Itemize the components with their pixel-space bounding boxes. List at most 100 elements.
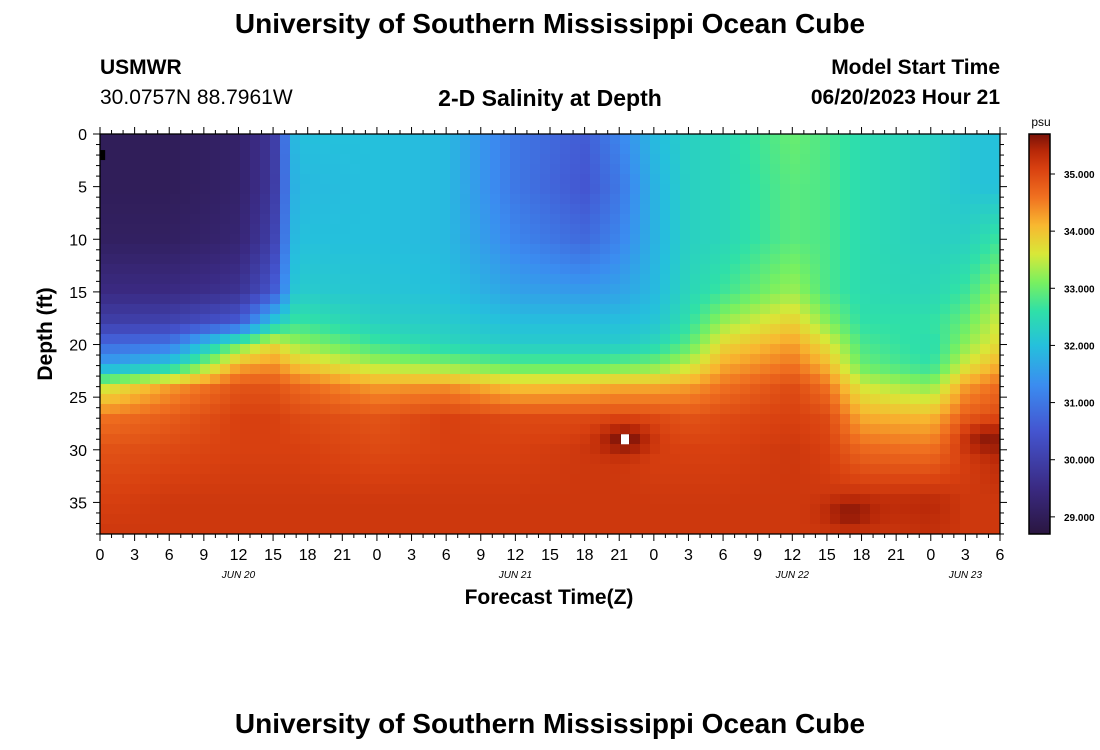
heatmap-cell — [820, 444, 831, 455]
heatmap-cell — [690, 404, 701, 415]
heatmap-cell — [780, 304, 791, 315]
heatmap-cell — [710, 384, 721, 395]
heatmap-cell — [530, 364, 541, 375]
heatmap-cell — [100, 434, 111, 445]
heatmap-cell — [790, 154, 801, 165]
heatmap-cell — [920, 314, 931, 325]
heatmap-cell — [230, 344, 241, 355]
heatmap-cell — [480, 394, 491, 405]
heatmap-cell — [890, 424, 901, 435]
heatmap-cell — [810, 304, 821, 315]
heatmap-cell — [420, 214, 431, 225]
heatmap-cell — [920, 374, 931, 385]
heatmap-cell — [720, 154, 731, 165]
heatmap-cell — [830, 174, 841, 185]
heatmap-cell — [750, 504, 761, 515]
heatmap-cell — [130, 464, 141, 475]
heatmap-cell — [360, 284, 371, 295]
heatmap-cell — [470, 194, 481, 205]
heatmap-cell — [450, 354, 461, 365]
heatmap-cell — [640, 254, 651, 265]
heatmap-cell — [700, 394, 711, 405]
heatmap-cell — [120, 164, 131, 175]
heatmap-cell — [430, 454, 441, 465]
heatmap-cell — [460, 464, 471, 475]
heatmap-cell — [720, 214, 731, 225]
heatmap-cell — [710, 424, 721, 435]
heatmap-cell — [390, 384, 401, 395]
heatmap-cell — [800, 524, 811, 534]
heatmap-cell — [780, 454, 791, 465]
heatmap-cell — [650, 514, 661, 525]
heatmap-cell — [930, 224, 941, 235]
heatmap-cell — [560, 234, 571, 245]
heatmap-cell — [250, 494, 261, 505]
heatmap-cell — [200, 154, 211, 165]
heatmap-cell — [700, 434, 711, 445]
heatmap-cell — [210, 404, 221, 415]
heatmap-cell — [800, 194, 811, 205]
heatmap-cell — [190, 224, 201, 235]
heatmap-cell — [670, 384, 681, 395]
heatmap-cell — [200, 354, 211, 365]
heatmap-cell — [550, 284, 561, 295]
heatmap-cell — [330, 364, 341, 375]
heatmap-cell — [570, 434, 581, 445]
heatmap-cell — [710, 324, 721, 335]
heatmap-cell — [620, 134, 631, 145]
heatmap-cell — [350, 274, 361, 285]
heatmap-cell — [250, 394, 261, 405]
heatmap-cell — [180, 374, 191, 385]
heatmap-cell — [180, 174, 191, 185]
heatmap-cell — [820, 174, 831, 185]
heatmap-cell — [740, 424, 751, 435]
heatmap-cell — [920, 444, 931, 455]
heatmap-cell — [590, 264, 601, 275]
heatmap-cell — [660, 284, 671, 295]
heatmap-cell — [270, 514, 281, 525]
heatmap-cell — [360, 514, 371, 525]
heatmap-cell — [390, 224, 401, 235]
heatmap-cell — [830, 194, 841, 205]
heatmap-cell — [860, 384, 871, 395]
heatmap-cell — [870, 394, 881, 405]
heatmap-cell — [360, 324, 371, 335]
heatmap-cell — [450, 274, 461, 285]
heatmap-cell — [770, 284, 781, 295]
heatmap-cell — [430, 504, 441, 515]
station-coordinates: 30.0757N 88.7961W — [100, 86, 293, 109]
heatmap-cell — [390, 484, 401, 495]
heatmap-cell — [970, 344, 981, 355]
heatmap-cell — [720, 404, 731, 415]
heatmap-cell — [100, 164, 111, 175]
heatmap-cell — [850, 394, 861, 405]
heatmap-cell — [300, 234, 311, 245]
heatmap-cell — [480, 314, 491, 325]
heatmap-cell — [440, 334, 451, 345]
heatmap-cell — [410, 154, 421, 165]
heatmap-cell — [250, 214, 261, 225]
heatmap-cell — [720, 234, 731, 245]
heatmap-cell — [990, 364, 1000, 375]
heatmap-cell — [790, 444, 801, 455]
heatmap-cell — [870, 184, 881, 195]
heatmap-cell — [610, 214, 621, 225]
heatmap-cell — [190, 464, 201, 475]
heatmap-cell — [310, 134, 321, 145]
heatmap-cell — [200, 434, 211, 445]
heatmap-cell — [790, 454, 801, 465]
heatmap-cell — [460, 414, 471, 425]
heatmap-cell — [650, 184, 661, 195]
heatmap-cell — [820, 364, 831, 375]
heatmap-cell — [830, 494, 841, 505]
heatmap-cell — [730, 474, 741, 485]
heatmap-cell — [830, 164, 841, 175]
heatmap-cell — [120, 334, 131, 345]
heatmap-cell — [520, 404, 531, 415]
heatmap-cell — [660, 464, 671, 475]
heatmap-cell — [360, 404, 371, 415]
heatmap-cell — [350, 404, 361, 415]
heatmap-cell — [320, 524, 331, 534]
heatmap-cell — [300, 494, 311, 505]
heatmap-cell — [920, 434, 931, 445]
